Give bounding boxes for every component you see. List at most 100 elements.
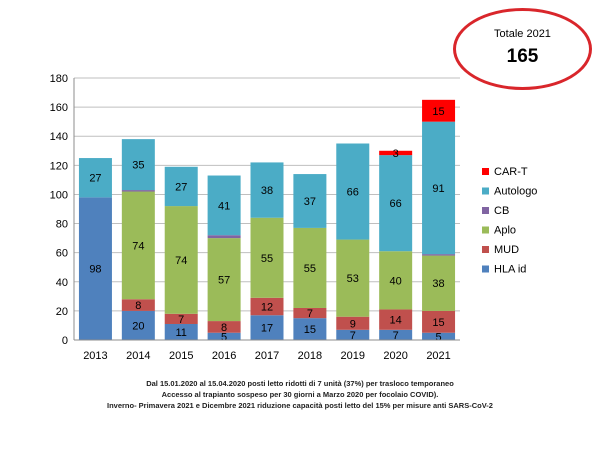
data-label: 7 xyxy=(393,330,399,342)
bar-segment-mud xyxy=(422,310,456,333)
legend-swatch xyxy=(482,226,489,234)
bar-segment-car-t xyxy=(422,99,456,122)
bar-segment-hla-id xyxy=(336,329,370,340)
x-tick-label: 2021 xyxy=(426,350,450,362)
legend-swatch xyxy=(482,168,489,175)
legend-label: CAR-T xyxy=(494,166,528,178)
x-tick-label: 2019 xyxy=(341,350,365,362)
data-label: 91 xyxy=(432,183,444,195)
bar-segment-aplo xyxy=(293,227,327,308)
bar-segment-mud xyxy=(207,321,241,333)
footnote-line: Accesso al trapianto sospeso per 30 gior… xyxy=(161,390,439,399)
y-tick-label: 140 xyxy=(50,131,68,143)
y-tick-label: 40 xyxy=(56,277,68,289)
footnotes: Dal 15.01.2020 al 15.04.2020 posti letto… xyxy=(80,378,520,411)
bar-segment-mud xyxy=(164,313,198,324)
data-label: 5 xyxy=(435,331,441,343)
bar-segment-autologo xyxy=(121,139,155,191)
data-label: 35 xyxy=(132,160,144,172)
data-label: 38 xyxy=(261,185,273,197)
data-label: 27 xyxy=(175,181,187,193)
legend-label: HLA id xyxy=(494,264,526,276)
bar-segment-hla-id xyxy=(121,310,155,340)
data-label: 17 xyxy=(261,323,273,335)
x-tick-label: 2013 xyxy=(83,350,107,362)
legend-swatch xyxy=(482,265,489,273)
data-label: 74 xyxy=(132,240,144,252)
data-label: 55 xyxy=(261,253,273,265)
bar-segment-mud xyxy=(121,299,155,311)
data-label: 20 xyxy=(132,320,144,332)
y-tick-label: 20 xyxy=(56,306,68,318)
y-tick-label: 80 xyxy=(56,219,68,231)
data-label: 15 xyxy=(432,317,444,329)
data-label: 55 xyxy=(304,263,316,275)
bar-segment-hla-id xyxy=(379,329,413,340)
bar-segment-aplo xyxy=(379,251,413,310)
x-tick-label: 2015 xyxy=(169,350,193,362)
data-label: 41 xyxy=(218,200,230,212)
y-tick-label: 180 xyxy=(50,73,68,85)
legend: CAR-T Autologo CB Aplo MUD HLA id xyxy=(482,166,537,276)
bar-segment-hla-id xyxy=(164,323,198,340)
bar-segment-aplo xyxy=(207,238,241,322)
bar-segment-aplo xyxy=(422,255,456,311)
legend-swatch xyxy=(482,187,489,195)
x-tick-label: 2018 xyxy=(298,350,322,362)
data-label: 15 xyxy=(304,324,316,336)
data-label: 15 xyxy=(432,106,444,118)
y-tick-label: 100 xyxy=(50,189,68,201)
legend-swatch xyxy=(482,207,489,214)
bar-segment-cb xyxy=(422,254,456,256)
bar-segment-autologo xyxy=(164,166,198,207)
bar-segment-cb xyxy=(121,190,155,192)
footnote-line: Inverno- Primavera 2021 e Dicembre 2021 … xyxy=(107,401,493,410)
callout-value: 165 xyxy=(506,46,539,67)
legend-label: MUD xyxy=(494,244,519,256)
bar-segment-hla-id xyxy=(207,332,241,340)
bar-segment-aplo xyxy=(336,239,370,317)
data-label: 57 xyxy=(218,275,230,287)
bar-segment-autologo xyxy=(250,162,284,218)
x-tick-label: 2016 xyxy=(212,350,236,362)
data-label: 8 xyxy=(135,300,141,312)
bar-segment-cb xyxy=(207,235,241,239)
data-label: 11 xyxy=(176,327,187,339)
bar-segment-autologo xyxy=(422,121,456,255)
bar-segment-mud xyxy=(336,316,370,330)
data-label: 66 xyxy=(390,198,402,210)
y-tick-label: 160 xyxy=(50,102,68,114)
axes xyxy=(73,78,460,341)
data-label: 12 xyxy=(261,302,273,314)
bar-segment-mud xyxy=(250,297,284,316)
x-tick-label: 2020 xyxy=(383,350,407,362)
data-label: 8 xyxy=(221,322,227,334)
bar-segment-mud xyxy=(293,307,327,319)
data-label: 7 xyxy=(307,308,313,320)
y-tick-label: 0 xyxy=(62,335,68,347)
callout-ellipse xyxy=(453,8,592,90)
bar-segment-autologo xyxy=(379,155,413,252)
data-label: 40 xyxy=(390,275,402,287)
data-label: 27 xyxy=(89,173,101,185)
data-label: 98 xyxy=(89,264,101,276)
data-label: 74 xyxy=(175,255,187,267)
footnote-line: Dal 15.01.2020 al 15.04.2020 posti letto… xyxy=(146,379,454,388)
y-tick-label: 120 xyxy=(50,160,68,172)
callout-label: Totale 2021 xyxy=(494,28,551,40)
bar-segment-car-t xyxy=(379,150,413,156)
bar-segment-autologo xyxy=(78,158,112,198)
data-label: 38 xyxy=(432,278,444,290)
bar-segment-hla-id xyxy=(293,318,327,340)
total-callout: Totale 2021 165 xyxy=(453,8,592,90)
y-tick-label: 60 xyxy=(56,248,68,260)
bar-segment-hla-id xyxy=(422,332,456,340)
legend-label: CB xyxy=(494,205,509,217)
bar-segment-mud xyxy=(379,309,413,330)
data-label: 53 xyxy=(347,273,359,285)
bar-segment-aplo xyxy=(250,217,284,298)
bar-segment-hla-id xyxy=(250,315,284,340)
bar-segment-aplo xyxy=(164,206,198,314)
data-label: 37 xyxy=(304,196,316,208)
